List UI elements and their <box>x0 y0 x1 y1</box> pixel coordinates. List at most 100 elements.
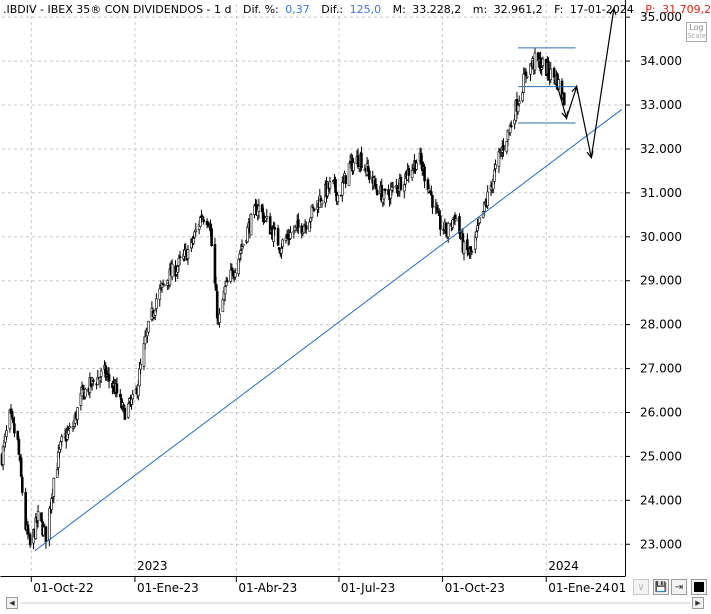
candle-body <box>516 104 520 113</box>
candle-body <box>20 477 24 493</box>
collapse-icon[interactable]: ∨ <box>633 579 649 595</box>
log-scale-sublabel: Scale <box>687 32 706 40</box>
candle-body <box>328 181 332 189</box>
candle-body <box>36 511 40 521</box>
max-label: M: <box>393 3 406 16</box>
candle-body <box>423 166 426 182</box>
candle-body <box>265 216 269 219</box>
candle-body <box>402 184 406 192</box>
year-marker-label: 2024 <box>548 559 579 573</box>
candle-body <box>280 248 283 254</box>
candle-body <box>107 374 111 382</box>
candle-body <box>19 457 23 477</box>
candle-body <box>215 291 219 319</box>
candle-body <box>462 241 466 255</box>
candle-body <box>347 163 351 186</box>
candle-body <box>360 152 363 168</box>
candle-body <box>268 216 272 235</box>
y-tick-label: 32.000 <box>640 142 682 156</box>
chart-header: .IBDIV - IBEX 35® CON DIVIDENDOS - 1 d D… <box>3 3 711 16</box>
candle-body <box>126 403 130 418</box>
candle-body <box>356 155 360 168</box>
candle-body <box>547 61 550 75</box>
x-tick-label: 01-Ene-23 <box>137 581 199 595</box>
candle-body <box>352 162 355 171</box>
candle-body <box>170 263 174 278</box>
candle-body <box>525 75 529 78</box>
support-trendline[interactable] <box>34 109 623 552</box>
candle-body <box>562 92 566 106</box>
horizontal-scrollbar[interactable] <box>20 602 690 604</box>
candle-body <box>81 384 85 391</box>
x-tick-label-partial: 01 <box>611 581 626 595</box>
log-scale-button[interactable]: Log Scale <box>686 22 707 42</box>
candle-body <box>517 100 521 104</box>
candle-body <box>253 205 256 215</box>
candle-body <box>48 508 51 540</box>
y-tick-label: 28.000 <box>640 318 682 332</box>
dif-pct-label: Dif. %: <box>243 3 279 16</box>
candle-body <box>91 379 95 382</box>
x-tick-label: 01-Abr-23 <box>238 581 297 595</box>
projection-arrowhead <box>561 111 569 120</box>
black-square-swatch <box>694 582 704 592</box>
candle-body <box>304 225 308 230</box>
candle-body <box>123 407 127 420</box>
y-tick-label: 34.000 <box>640 54 682 68</box>
candle-body <box>297 219 300 228</box>
candle-body <box>153 309 157 316</box>
candle-body <box>10 411 14 418</box>
candle-body <box>226 280 229 283</box>
candle-body <box>194 229 198 232</box>
candle-body <box>533 52 537 71</box>
x-tick-label: 01-Jul-23 <box>341 581 395 595</box>
candle-body <box>374 184 378 190</box>
candle-body <box>311 206 315 209</box>
candle-body <box>139 364 142 370</box>
candle-body <box>410 170 414 179</box>
candle-body <box>17 439 21 455</box>
min-value: 32.961,2 <box>494 3 543 16</box>
y-tick-label: 35.000 <box>640 10 682 24</box>
color-square-icon[interactable] <box>691 579 707 595</box>
save-icon[interactable]: 💾 <box>653 579 669 595</box>
candle-body <box>529 63 532 75</box>
candle-body <box>439 215 442 230</box>
x-tick-label: 01-Oct-23 <box>445 581 505 595</box>
candle-body <box>431 195 434 208</box>
candle-body <box>454 218 458 222</box>
candle-body <box>320 200 324 205</box>
x-tick-labels: 01-Oct-22 01-Ene-23 01-Abr-23 01-Jul-23 01-O… <box>30 559 610 595</box>
candle-body <box>276 228 280 246</box>
y-tick-label: 23.000 <box>640 537 682 551</box>
candle-body <box>143 336 147 345</box>
scroll-right-icon[interactable]: ▶ <box>692 597 704 609</box>
x-tick-label: 01-Ene-24 <box>548 581 610 595</box>
y-tick-label: 31.000 <box>640 186 682 200</box>
candle-body <box>241 243 245 247</box>
candle-body <box>60 436 64 442</box>
projection-arrowhead <box>586 150 594 160</box>
grid <box>2 4 624 575</box>
scroll-left-icon[interactable]: ◀ <box>6 597 18 609</box>
candle-body <box>494 164 497 169</box>
candle-body <box>475 231 478 238</box>
y-tick-label: 29.000 <box>640 274 682 288</box>
candle-body <box>336 194 340 202</box>
candle-body <box>68 426 71 429</box>
candle-body <box>407 167 411 176</box>
y-tick-label: 24.000 <box>640 493 682 507</box>
candle-body <box>524 71 528 77</box>
projection-path[interactable] <box>556 8 615 158</box>
candle-body <box>446 223 450 238</box>
log-scale-label: Log <box>689 23 704 32</box>
candle-body <box>13 423 16 434</box>
candle-body <box>249 213 253 236</box>
candle-body <box>399 177 403 190</box>
candle-body <box>178 256 182 259</box>
candle-body <box>257 205 261 212</box>
pin-icon[interactable]: ⇥ <box>671 579 687 595</box>
date-label: F: <box>554 3 563 16</box>
